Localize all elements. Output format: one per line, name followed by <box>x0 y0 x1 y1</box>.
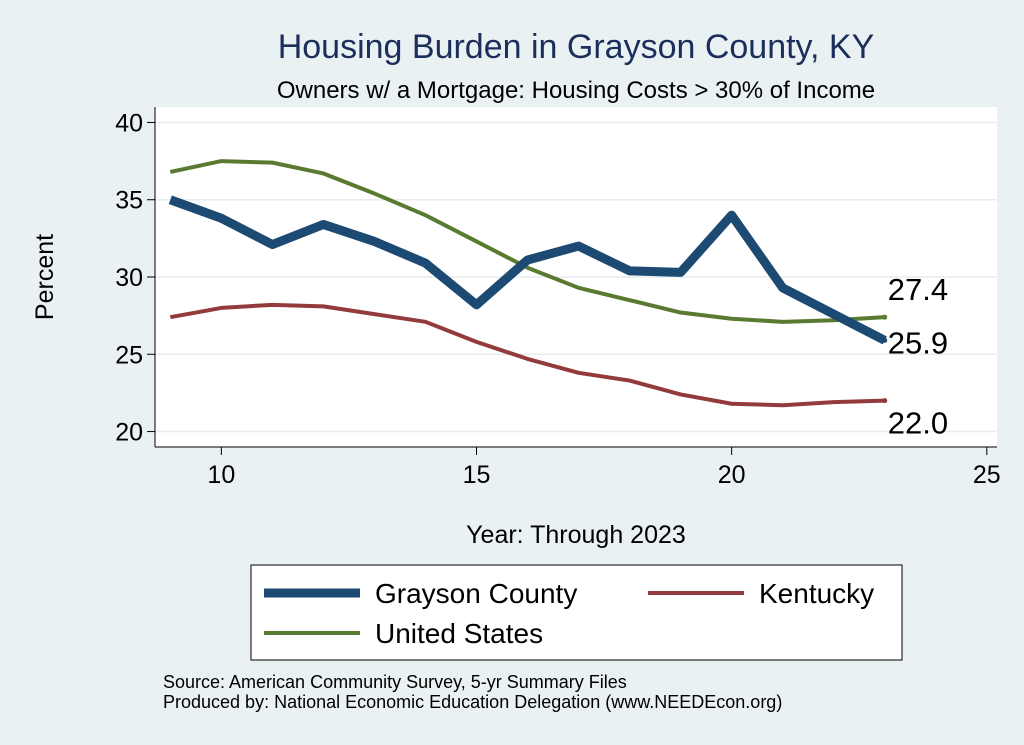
chart-subtitle: Owners w/ a Mortgage: Housing Costs > 30… <box>277 77 875 104</box>
legend-box <box>250 564 903 661</box>
x-axis-title: Year: Through 2023 <box>466 521 686 549</box>
x-tick-label-15: 15 <box>463 461 491 489</box>
series-lines <box>168 159 888 408</box>
end-label-grayson-county: 25.9 <box>888 325 948 360</box>
y-tick-label-25: 25 <box>115 341 143 369</box>
source-note: Source: American Community Survey, 5-yr … <box>163 672 627 692</box>
series-line-grayson-county <box>168 195 887 345</box>
end-point-grayson-county <box>882 337 888 343</box>
y-tick-label-30: 30 <box>115 264 143 292</box>
chart-title: Housing Burden in Grayson County, KY <box>278 28 875 66</box>
legend-label-united-states: United States <box>375 618 543 649</box>
series-line-united-states <box>169 159 885 324</box>
end-label-kentucky: 22.0 <box>888 406 948 441</box>
x-ticks: 10 15 20 25 <box>207 447 1001 489</box>
x-tick-label-25: 25 <box>973 461 1001 489</box>
x-tick-label-10: 10 <box>207 461 235 489</box>
end-point-united-states <box>882 314 888 320</box>
legend: Grayson County Kentucky United States <box>250 564 903 661</box>
legend-label-kentucky: Kentucky <box>759 578 874 609</box>
end-label-united-states: 27.4 <box>888 272 948 307</box>
y-ticks: 20 25 30 35 40 <box>115 109 155 447</box>
y-tick-label-40: 40 <box>115 109 143 137</box>
y-tick-label-35: 35 <box>115 187 143 215</box>
end-labels: 25.9 22.0 27.4 <box>888 272 948 440</box>
grid-lines <box>155 121 997 433</box>
series-line-kentucky <box>169 302 885 408</box>
produced-by-note: Produced by: National Economic Education… <box>163 692 782 712</box>
y-axis-title: Percent <box>31 234 59 320</box>
x-tick-label-20: 20 <box>718 461 746 489</box>
y-tick-label-20: 20 <box>115 419 143 447</box>
end-point-kentucky <box>882 398 888 404</box>
legend-label-grayson-county: Grayson County <box>375 578 577 609</box>
